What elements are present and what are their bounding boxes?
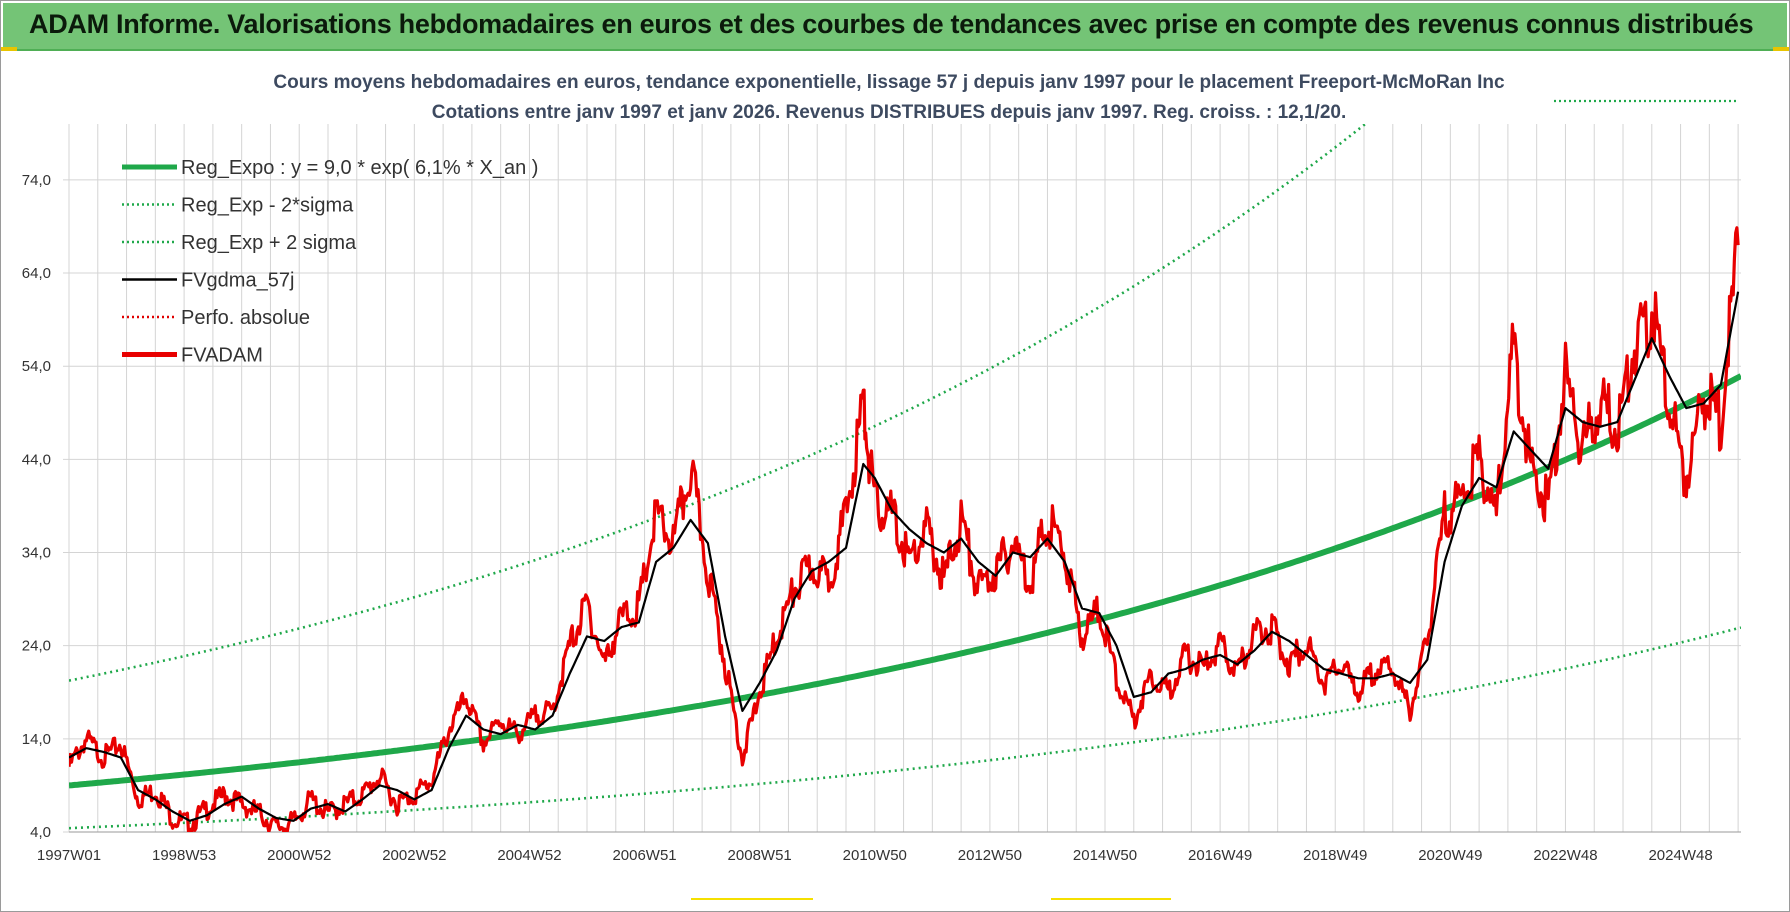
x-tick-label: 2008W51	[728, 847, 792, 864]
legend-label: Reg_Expo : y = 9,0 * exp( 6,1% * X_an )	[181, 157, 538, 179]
corner-marker	[1, 47, 17, 51]
series-reg-expo	[69, 373, 1741, 789]
report-header: ADAM Informe. Valorisations hebdomadaire…	[3, 3, 1787, 51]
x-tick-label: 2010W50	[843, 847, 907, 864]
chart-area: Cours moyens hebdomadaires en euros, ten…	[22, 72, 1741, 864]
y-tick-label: 54,0	[22, 358, 51, 375]
series-reg-exp-plus-2-sigma	[69, 124, 1368, 682]
y-tick-label: 74,0	[22, 172, 51, 189]
x-tick-label: 2012W50	[958, 847, 1022, 864]
x-tick-label: 2020W49	[1418, 847, 1482, 864]
series-fvgdma-57j	[69, 291, 1740, 822]
x-tick-label: 2016W49	[1188, 847, 1252, 864]
x-tick-label: 2024W48	[1648, 847, 1712, 864]
x-tick-label: 2000W52	[267, 847, 331, 864]
x-tick-label: 2004W52	[497, 847, 561, 864]
x-tick-label: 2018W49	[1303, 847, 1367, 864]
y-tick-label: 64,0	[22, 265, 51, 282]
legend: Reg_Expo : y = 9,0 * exp( 6,1% * X_an ) R…	[122, 157, 538, 367]
chart-title-line1: Cours moyens hebdomadaires en euros, ten…	[273, 72, 1505, 93]
y-tick-label: 4,0	[30, 824, 51, 841]
y-axis-ticks: 4,0 14,0 24,0 34,0 44,0 54,0 64,0 74,0	[22, 172, 51, 841]
series-reg-exp-minus-2-sigma	[69, 626, 1741, 830]
legend-label: Reg_Exp + 2 sigma	[181, 232, 357, 254]
legend-label: Reg_Exp - 2*sigma	[181, 195, 354, 217]
legend-label: FVgdma_57j	[181, 270, 294, 292]
y-tick-label: 14,0	[22, 731, 51, 748]
legend-label: Perfo. absolue	[181, 307, 310, 329]
x-axis-ticks: 1997W01 1998W53 2000W52 2002W52 2004W52 2006W…	[37, 847, 1713, 864]
legend-label: FVADAM	[181, 345, 263, 367]
series-layer	[69, 124, 1741, 832]
tab-underline	[691, 898, 813, 900]
y-tick-label: 44,0	[22, 451, 51, 468]
x-tick-label: 2014W50	[1073, 847, 1137, 864]
x-tick-label: 1997W01	[37, 847, 101, 864]
corner-marker	[1773, 47, 1789, 51]
y-tick-label: 34,0	[22, 545, 51, 562]
x-tick-label: 2022W48	[1533, 847, 1597, 864]
grid-lines	[63, 124, 1741, 833]
y-tick-label: 24,0	[22, 638, 51, 655]
series-fvadam	[69, 226, 1740, 832]
report-title: ADAM Informe. Valorisations hebdomadaire…	[29, 9, 1754, 39]
x-tick-label: 2006W51	[612, 847, 676, 864]
x-tick-label: 2002W52	[382, 847, 446, 864]
x-tick-label: 1998W53	[152, 847, 216, 864]
tab-underline	[1051, 898, 1171, 900]
chart-title-line2: Cotations entre janv 1997 et janv 2026. …	[432, 102, 1347, 123]
